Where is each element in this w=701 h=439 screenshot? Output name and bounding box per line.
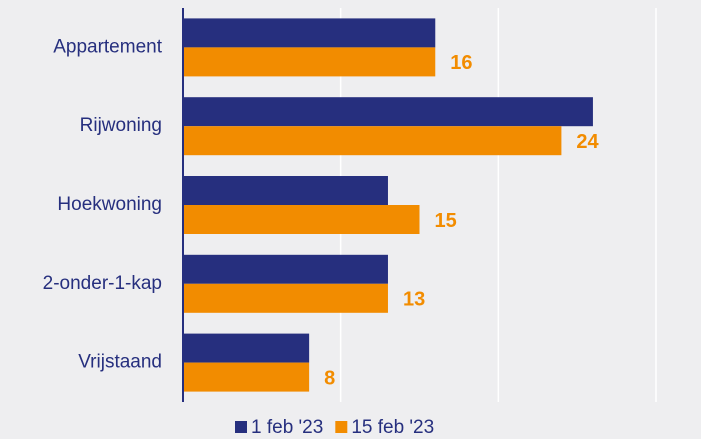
bar <box>183 362 310 392</box>
bar <box>183 97 593 127</box>
data-label: 15 <box>435 210 457 232</box>
data-label: 16 <box>450 52 472 74</box>
bar <box>183 205 420 234</box>
bar <box>183 176 388 205</box>
bar <box>183 18 436 48</box>
bar <box>183 254 388 284</box>
data-label: 8 <box>324 367 335 389</box>
data-label: 24 <box>576 131 599 153</box>
bar <box>183 333 310 363</box>
bar <box>183 126 562 156</box>
y-tick-label: Vrijstaand <box>78 352 162 373</box>
legend-swatch <box>235 421 247 433</box>
data-label: 13 <box>403 289 425 311</box>
y-tick-label: 2-onder-1-kap <box>43 273 162 294</box>
y-tick-label: Rijwoning <box>80 115 162 136</box>
y-tick-label: Hoekwoning <box>57 194 162 215</box>
y-tick-label: Appartement <box>53 36 163 57</box>
bar <box>183 283 388 313</box>
legend-label: 1 feb '23 <box>251 417 323 438</box>
legend-label: 15 feb '23 <box>351 417 434 438</box>
legend-swatch <box>335 421 348 433</box>
bar <box>183 47 436 77</box>
